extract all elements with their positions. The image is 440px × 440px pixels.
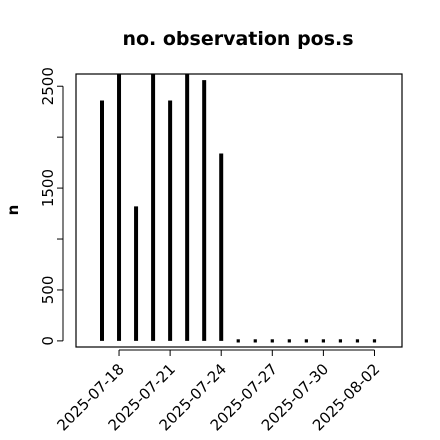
y-tick-label: 0 bbox=[39, 336, 57, 346]
y-tick-label: 500 bbox=[39, 276, 57, 305]
bar bbox=[270, 339, 274, 343]
bar bbox=[321, 339, 325, 343]
bar bbox=[355, 339, 360, 343]
y-tick-label: 1500 bbox=[39, 169, 57, 207]
chart-title: no. observation pos.s bbox=[122, 28, 353, 50]
bar bbox=[338, 339, 343, 343]
y-tick-label: 2500 bbox=[39, 67, 57, 105]
y-axis-label: n bbox=[4, 205, 22, 216]
bar bbox=[236, 339, 240, 343]
bar bbox=[253, 339, 257, 343]
bar bbox=[304, 339, 308, 343]
bar bbox=[287, 339, 291, 343]
y-axis: 0 500 1500 2500 bbox=[39, 67, 64, 346]
plot-frame bbox=[75, 73, 403, 348]
x-axis: 2025-07-182025-07-212025-07-242025-07-27… bbox=[53, 349, 383, 434]
bars bbox=[100, 74, 377, 343]
bar bbox=[372, 339, 377, 343]
